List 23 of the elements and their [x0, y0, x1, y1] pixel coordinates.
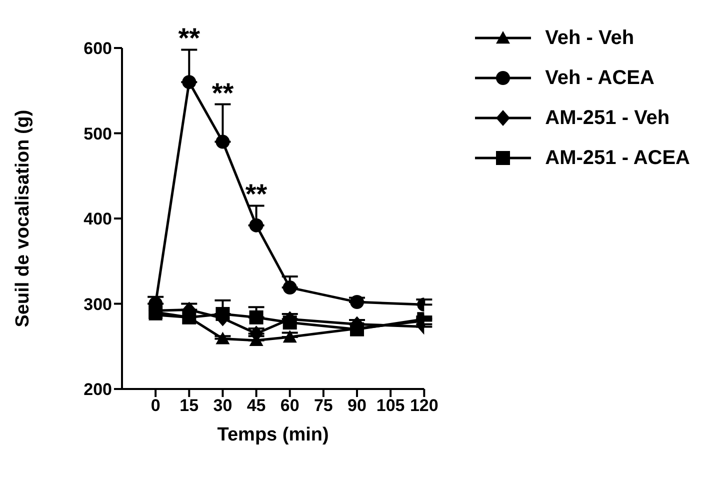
legend-label: Veh - ACEA	[545, 66, 654, 90]
x-tick-label: 105	[376, 396, 405, 416]
x-axis-title: Temps (min)	[217, 424, 329, 446]
annotation: **	[178, 22, 200, 54]
y-tick-label: 500	[84, 124, 112, 144]
y-tick-label: 400	[84, 210, 112, 229]
legend-label: AM-251 - Veh	[545, 106, 670, 130]
y-tick-label: 600	[84, 39, 112, 58]
y-tick-label: 200	[84, 380, 112, 400]
x-tick-label: 60	[280, 396, 300, 416]
y-axis-title: Seuil de vocalisation (g)	[12, 110, 34, 328]
x-tick-label: 45	[246, 396, 266, 416]
annotation: **	[212, 77, 234, 108]
y-tick-label: 300	[84, 294, 112, 314]
x-tick-label: 75	[314, 396, 333, 416]
x-tick-label: 90	[348, 396, 366, 416]
annotation: **	[245, 178, 268, 210]
x-tick-label: 0	[150, 396, 160, 416]
legend-label: AM-251 - ACEA	[545, 146, 690, 170]
x-tick-label: 120	[410, 396, 438, 416]
x-tick-label: 15	[180, 396, 199, 416]
legend-label: Veh - Veh	[545, 26, 634, 50]
x-tick-label: 30	[213, 396, 232, 416]
